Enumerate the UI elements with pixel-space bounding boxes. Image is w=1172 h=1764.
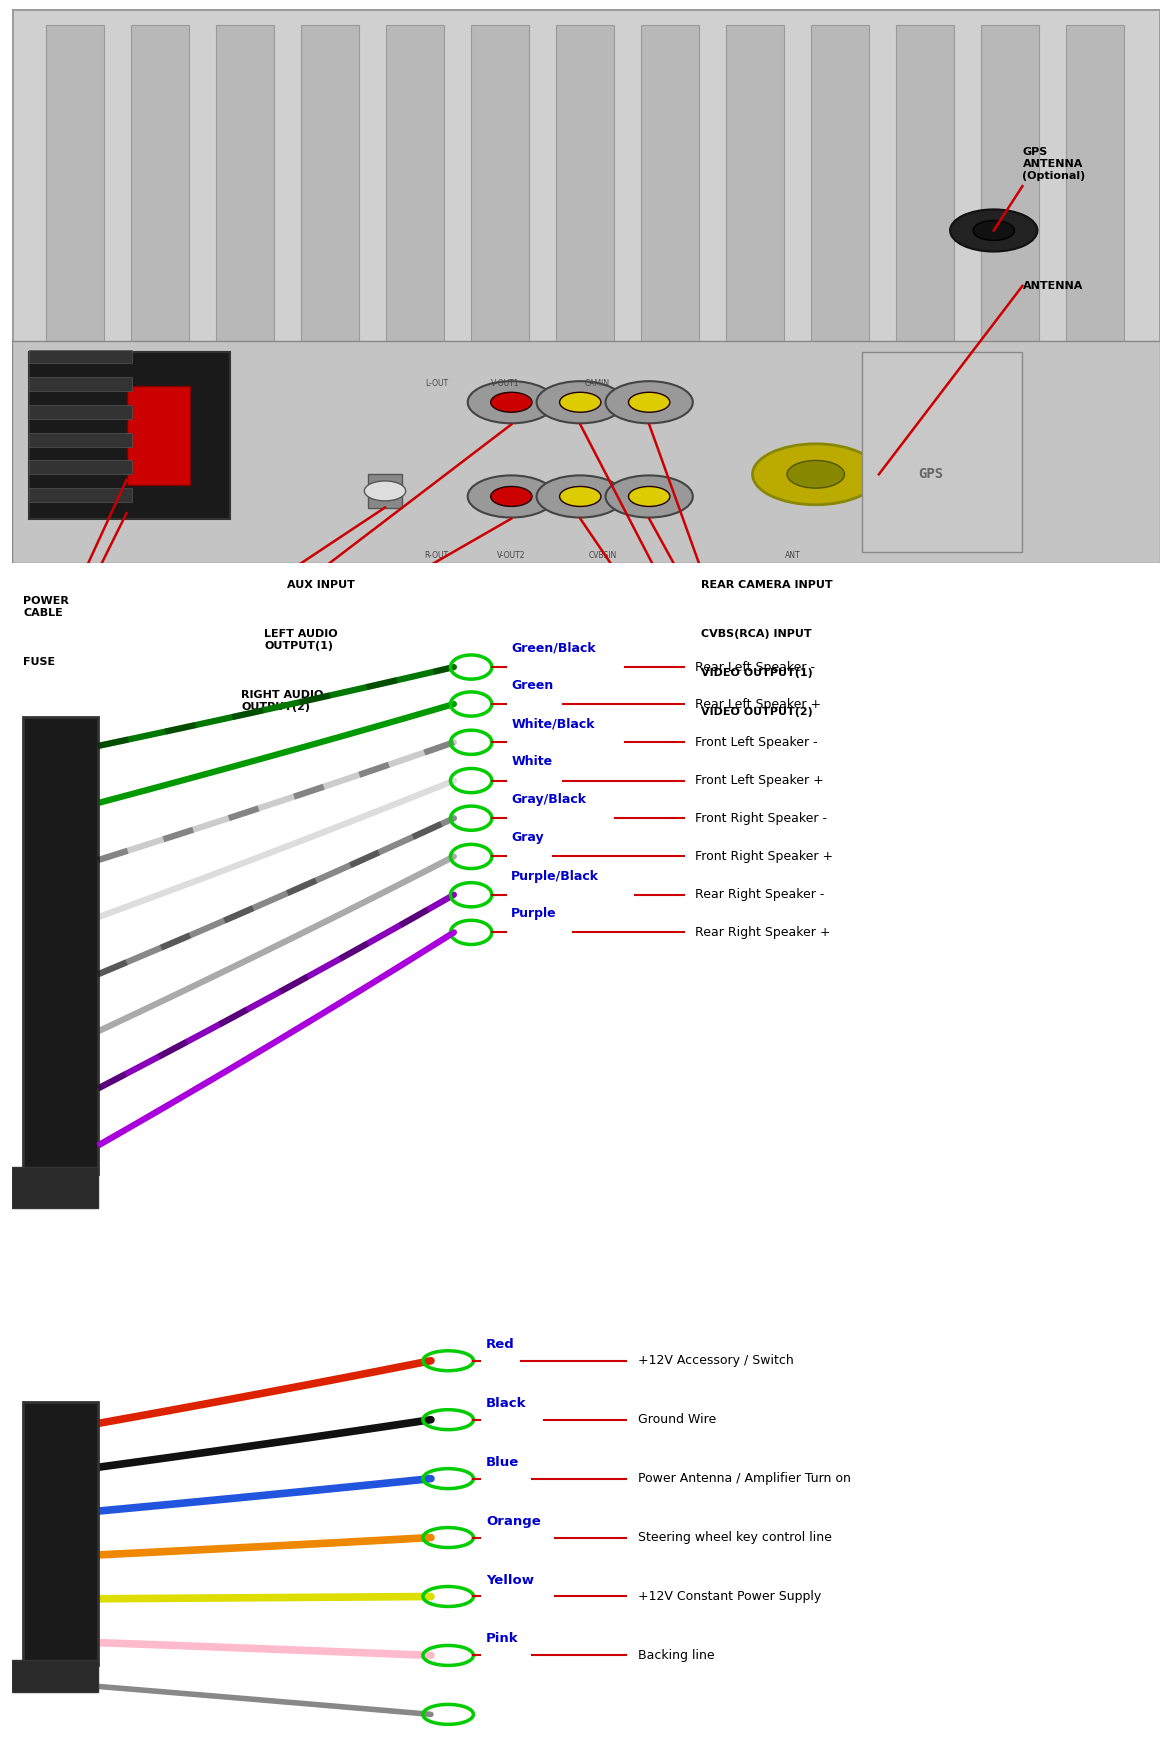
Text: ANTENNA: ANTENNA: [1022, 280, 1083, 291]
Circle shape: [559, 487, 601, 506]
Bar: [23, 1402, 98, 1665]
Bar: [29, 349, 132, 363]
Circle shape: [537, 476, 624, 517]
Text: Front Left Speaker -: Front Left Speaker -: [695, 736, 818, 748]
Text: CVBS(RCA) INPUT: CVBS(RCA) INPUT: [701, 630, 811, 639]
Circle shape: [950, 210, 1037, 252]
Bar: [386, 25, 443, 353]
Circle shape: [788, 460, 844, 489]
Text: L-OUT: L-OUT: [425, 379, 448, 388]
Text: Yellow: Yellow: [486, 1573, 534, 1586]
Circle shape: [606, 381, 693, 423]
Bar: [727, 25, 784, 353]
Circle shape: [364, 482, 406, 501]
Bar: [29, 489, 132, 503]
Text: REAR CAMERA INPUT: REAR CAMERA INPUT: [701, 580, 832, 589]
Text: Orange: Orange: [486, 1515, 540, 1528]
Bar: [29, 432, 132, 446]
Text: Rear Right Speaker +: Rear Right Speaker +: [695, 926, 831, 938]
Text: Front Right Speaker +: Front Right Speaker +: [695, 850, 833, 863]
Bar: [861, 353, 1022, 552]
Bar: [897, 25, 954, 353]
Text: Green/Black: Green/Black: [511, 642, 597, 654]
Text: Purple/Black: Purple/Black: [511, 870, 599, 882]
Text: RIGHT AUDIO
OUTPUT(2): RIGHT AUDIO OUTPUT(2): [241, 690, 323, 713]
Text: Red: Red: [486, 1337, 515, 1351]
Circle shape: [468, 476, 556, 517]
Bar: [557, 25, 614, 353]
Text: Green: Green: [511, 679, 553, 691]
Bar: [981, 25, 1038, 353]
Text: +12V Constant Power Supply: +12V Constant Power Supply: [638, 1589, 820, 1603]
Text: VIDEO OUTPUT(2): VIDEO OUTPUT(2): [701, 707, 812, 716]
Text: Front Left Speaker +: Front Left Speaker +: [695, 774, 824, 787]
Bar: [29, 353, 230, 519]
Bar: [23, 718, 98, 1175]
Circle shape: [537, 381, 624, 423]
Circle shape: [752, 445, 879, 505]
Circle shape: [606, 476, 693, 517]
Bar: [131, 25, 189, 353]
Circle shape: [628, 487, 670, 506]
Bar: [1067, 25, 1124, 353]
Text: Steering wheel key control line: Steering wheel key control line: [638, 1531, 832, 1544]
Circle shape: [973, 220, 1015, 240]
Text: CAMIN: CAMIN: [585, 379, 611, 388]
Text: Gray: Gray: [511, 831, 544, 845]
Text: VIDEO OUTPUT(1): VIDEO OUTPUT(1): [701, 669, 812, 677]
Text: Black: Black: [486, 1397, 526, 1409]
Circle shape: [491, 487, 532, 506]
Circle shape: [468, 381, 556, 423]
Bar: [46, 25, 103, 353]
Text: V-OUT2: V-OUT2: [497, 550, 525, 561]
Text: AUX INPUT: AUX INPUT: [287, 580, 355, 589]
Text: Rear Left Speaker -: Rear Left Speaker -: [695, 660, 815, 674]
Bar: [12, 1660, 97, 1692]
Text: White: White: [511, 755, 552, 769]
Circle shape: [559, 392, 601, 413]
Text: Purple: Purple: [511, 907, 557, 921]
Text: Power Antenna / Amplifier Turn on: Power Antenna / Amplifier Turn on: [638, 1473, 851, 1485]
Bar: [368, 475, 402, 508]
Text: GPS
ANTENNA
(Optional): GPS ANTENNA (Optional): [1022, 148, 1085, 180]
Bar: [641, 25, 699, 353]
Text: White/Black: White/Black: [511, 718, 595, 730]
Text: Blue: Blue: [486, 1455, 519, 1469]
Bar: [301, 25, 359, 353]
Bar: [12, 1168, 97, 1208]
Bar: [216, 25, 273, 353]
Text: Pink: Pink: [486, 1632, 519, 1646]
Text: ANT: ANT: [785, 550, 800, 561]
Text: Front Right Speaker -: Front Right Speaker -: [695, 811, 827, 826]
Bar: [471, 25, 529, 353]
Text: CVBSIN: CVBSIN: [590, 550, 618, 561]
Text: Gray/Black: Gray/Black: [511, 794, 586, 806]
Bar: [29, 377, 132, 392]
Text: Rear Right Speaker -: Rear Right Speaker -: [695, 889, 824, 901]
Text: Rear Left Speaker +: Rear Left Speaker +: [695, 697, 822, 711]
Bar: [811, 25, 868, 353]
Bar: [29, 406, 132, 418]
Text: Backing line: Backing line: [638, 1649, 714, 1662]
Text: R-OUT: R-OUT: [424, 550, 449, 561]
Circle shape: [491, 392, 532, 413]
Text: +12V Accessory / Switch: +12V Accessory / Switch: [638, 1355, 793, 1367]
Bar: [12, 340, 1160, 563]
Circle shape: [628, 392, 670, 413]
Text: Ground Wire: Ground Wire: [638, 1413, 716, 1425]
Text: FUSE: FUSE: [23, 658, 55, 667]
Bar: [127, 386, 190, 485]
Text: GPS: GPS: [918, 467, 943, 482]
Text: LEFT AUDIO
OUTPUT(1): LEFT AUDIO OUTPUT(1): [265, 630, 338, 651]
Text: V-OUT1: V-OUT1: [491, 379, 520, 388]
Text: POWER
CABLE: POWER CABLE: [23, 596, 69, 617]
Bar: [29, 460, 132, 475]
